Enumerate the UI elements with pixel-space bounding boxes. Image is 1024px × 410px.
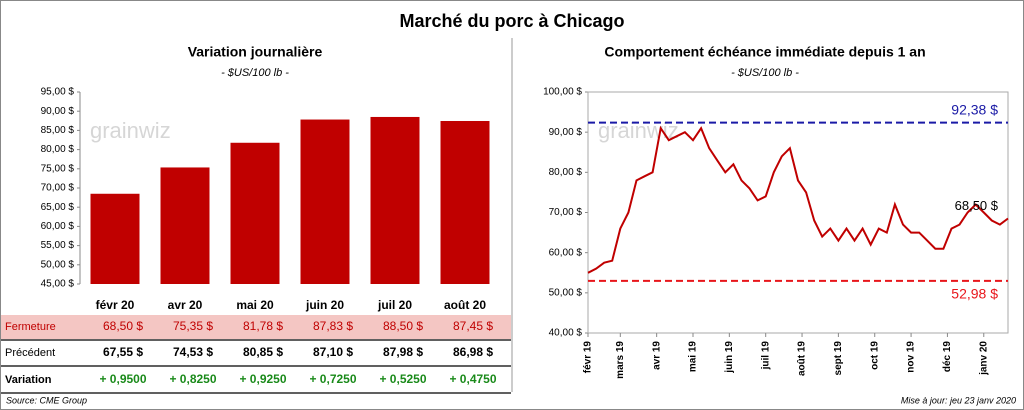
x-tick-label: mars 19 bbox=[615, 341, 626, 379]
page-title: Marché du porc à Chicago bbox=[399, 11, 624, 31]
highlight-row bbox=[1, 315, 511, 339]
y-tick-label: 60,00 $ bbox=[41, 221, 75, 232]
bar bbox=[230, 142, 280, 284]
watermark: grainwiz bbox=[598, 118, 679, 143]
chart-title: Comportement échéance immédiate depuis 1… bbox=[604, 44, 925, 60]
table-cell: 81,78 $ bbox=[243, 319, 283, 333]
bar bbox=[370, 116, 420, 285]
chart-title: Variation journalière bbox=[188, 44, 323, 60]
table-cell: 75,35 $ bbox=[173, 319, 213, 333]
table-cell: + 0,9250 bbox=[239, 372, 286, 386]
table-cell: 68,50 $ bbox=[103, 319, 143, 333]
x-tick-label: juin 20 bbox=[305, 298, 344, 312]
table-cell: 87,10 $ bbox=[313, 345, 353, 359]
x-tick-label: oct 19 bbox=[869, 341, 880, 370]
y-tick-label: 95,00 $ bbox=[41, 87, 75, 98]
table-cell: 74,53 $ bbox=[173, 345, 213, 359]
y-tick-label: 70,00 $ bbox=[41, 183, 75, 194]
x-tick-label: mai 20 bbox=[236, 298, 274, 312]
y-tick-label: 40,00 $ bbox=[549, 328, 583, 339]
table-cell: 87,83 $ bbox=[313, 319, 353, 333]
row-label: Précédent bbox=[5, 347, 55, 359]
bar bbox=[300, 119, 350, 284]
bar bbox=[160, 167, 210, 284]
chart-subtitle: - $US/100 lb - bbox=[731, 67, 799, 79]
x-tick-label: avr 20 bbox=[168, 298, 203, 312]
y-tick-label: 55,00 $ bbox=[41, 240, 75, 251]
y-tick-label: 50,00 $ bbox=[549, 287, 583, 298]
y-tick-label: 80,00 $ bbox=[549, 167, 583, 178]
price-line bbox=[587, 125, 1009, 274]
watermark: grainwiz bbox=[90, 118, 171, 143]
table-cell: 67,55 $ bbox=[103, 345, 143, 359]
y-tick-label: 100,00 $ bbox=[543, 87, 582, 98]
y-tick-label: 85,00 $ bbox=[41, 125, 75, 136]
x-tick-label: févr 20 bbox=[96, 298, 135, 312]
source: Source: CME Group bbox=[6, 395, 87, 405]
y-tick-label: 50,00 $ bbox=[41, 259, 75, 270]
y-tick-label: 45,00 $ bbox=[41, 279, 75, 290]
x-tick-label: juin 19 bbox=[724, 341, 735, 374]
plot-frame bbox=[587, 91, 1009, 334]
y-tick-label: 90,00 $ bbox=[549, 127, 583, 138]
table-cell: 86,98 $ bbox=[453, 345, 493, 359]
x-tick-label: juil 19 bbox=[760, 341, 771, 371]
y-tick-label: 60,00 $ bbox=[549, 247, 583, 258]
table-cell: + 0,4750 bbox=[449, 372, 496, 386]
row-label: Fermeture bbox=[5, 321, 56, 333]
updated: Mise à jour: jeu 23 janv 2020 bbox=[901, 395, 1016, 405]
table-cell: + 0,8250 bbox=[169, 372, 216, 386]
x-tick-label: déc 19 bbox=[942, 341, 953, 373]
table-cell: 87,45 $ bbox=[453, 319, 493, 333]
table-cell: + 0,5250 bbox=[379, 372, 426, 386]
y-tick-label: 80,00 $ bbox=[41, 144, 75, 155]
x-tick-label: janv 20 bbox=[978, 341, 989, 376]
bar bbox=[440, 120, 490, 284]
x-tick-label: mai 19 bbox=[688, 341, 699, 373]
x-tick-label: juil 20 bbox=[377, 298, 412, 312]
x-tick-label: févr 19 bbox=[583, 341, 594, 374]
y-tick-label: 65,00 $ bbox=[41, 202, 75, 213]
table-cell: + 0,9500 bbox=[99, 372, 146, 386]
x-tick-label: sept 19 bbox=[833, 341, 844, 376]
table-cell: 88,50 $ bbox=[383, 319, 423, 333]
chart-subtitle: - $US/100 lb - bbox=[221, 67, 289, 79]
row-label: Variation bbox=[5, 374, 52, 386]
last-value-label: 68,50 $ bbox=[955, 198, 999, 213]
x-tick-label: août 19 bbox=[797, 341, 808, 376]
x-tick-label: août 20 bbox=[444, 298, 486, 312]
y-tick-label: 90,00 $ bbox=[41, 106, 75, 117]
reference-label: 92,38 $ bbox=[951, 101, 998, 117]
table-cell: + 0,7250 bbox=[309, 372, 356, 386]
reference-label: 52,98 $ bbox=[951, 286, 998, 302]
table-cell: 87,98 $ bbox=[383, 345, 423, 359]
y-tick-label: 75,00 $ bbox=[41, 163, 75, 174]
y-tick-label: 70,00 $ bbox=[549, 207, 583, 218]
table-cell: 80,85 $ bbox=[243, 345, 283, 359]
bar bbox=[90, 193, 140, 284]
x-tick-label: avr 19 bbox=[651, 341, 662, 370]
x-tick-label: nov 19 bbox=[906, 341, 917, 373]
